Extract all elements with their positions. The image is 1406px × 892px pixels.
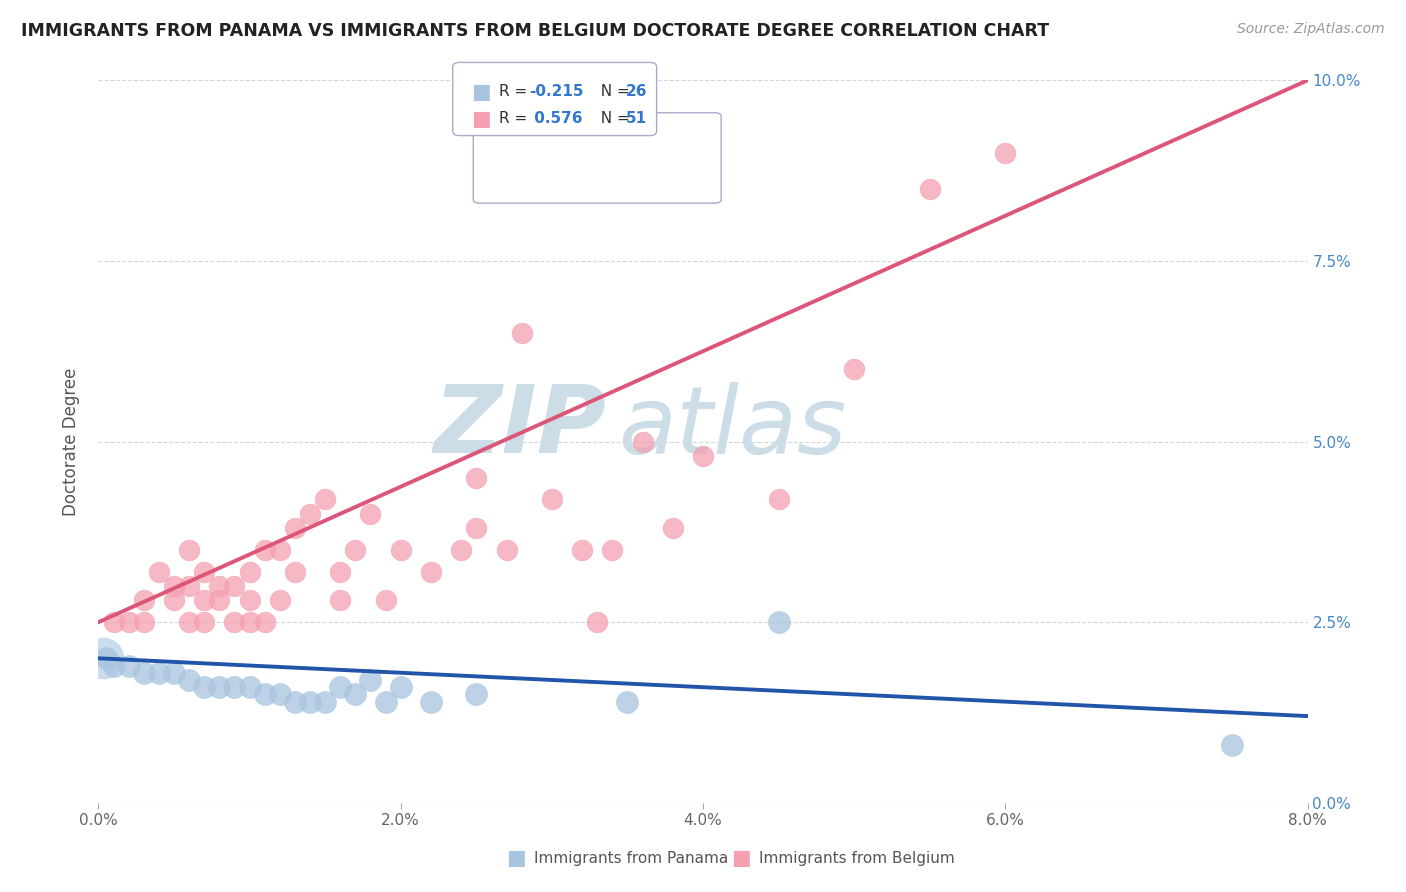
Point: [465, 471, 488, 485]
Point: [179, 673, 201, 687]
Text: 0.576: 0.576: [529, 112, 582, 126]
Point: [253, 615, 276, 630]
Point: [360, 673, 382, 687]
Point: [389, 542, 412, 557]
Point: [163, 665, 186, 680]
Point: [329, 565, 352, 579]
Point: [224, 680, 246, 694]
Point: [360, 507, 382, 521]
Point: [299, 695, 322, 709]
Point: [918, 182, 941, 196]
Point: [163, 593, 186, 607]
Point: [692, 449, 714, 463]
Point: [450, 542, 472, 557]
Point: [269, 687, 291, 701]
Point: [768, 615, 790, 630]
Point: [495, 542, 517, 557]
Point: [132, 593, 155, 607]
Point: [179, 579, 201, 593]
Point: [374, 593, 396, 607]
Point: [193, 680, 215, 694]
Point: [148, 565, 170, 579]
Point: [616, 695, 638, 709]
Point: [571, 542, 593, 557]
Point: [389, 680, 412, 694]
Text: 26: 26: [626, 85, 647, 99]
Point: [118, 615, 141, 630]
Text: ■: ■: [506, 848, 526, 868]
Text: R =: R =: [499, 85, 533, 99]
Point: [239, 680, 262, 694]
Text: Immigrants from Panama: Immigrants from Panama: [534, 851, 728, 865]
Point: [284, 695, 307, 709]
Point: [299, 507, 322, 521]
Point: [314, 492, 336, 507]
Text: ■: ■: [731, 848, 751, 868]
Point: [344, 687, 367, 701]
Point: [118, 658, 141, 673]
Point: [208, 593, 231, 607]
Text: IMMIGRANTS FROM PANAMA VS IMMIGRANTS FROM BELGIUM DOCTORATE DEGREE CORRELATION C: IMMIGRANTS FROM PANAMA VS IMMIGRANTS FRO…: [21, 22, 1049, 40]
Point: [239, 593, 262, 607]
Text: ■: ■: [471, 109, 491, 128]
Point: [193, 565, 215, 579]
Text: 51: 51: [626, 112, 647, 126]
Point: [510, 326, 533, 340]
Text: N =: N =: [591, 112, 634, 126]
Point: [103, 615, 125, 630]
Text: atlas: atlas: [619, 382, 846, 473]
Point: [91, 651, 114, 665]
Point: [103, 658, 125, 673]
Text: -0.215: -0.215: [529, 85, 583, 99]
Point: [239, 615, 262, 630]
Point: [269, 542, 291, 557]
Point: [208, 680, 231, 694]
Point: [329, 680, 352, 694]
Point: [465, 521, 488, 535]
Point: [179, 615, 201, 630]
Point: [193, 615, 215, 630]
Point: [602, 542, 624, 557]
Point: [163, 579, 186, 593]
Point: [314, 695, 336, 709]
Point: [132, 615, 155, 630]
Point: [132, 665, 155, 680]
Point: [994, 145, 1017, 160]
Point: [420, 695, 443, 709]
Point: [208, 579, 231, 593]
Text: ■: ■: [471, 82, 491, 102]
Point: [631, 434, 654, 449]
FancyBboxPatch shape: [474, 112, 721, 203]
Point: [374, 695, 396, 709]
Point: [253, 687, 276, 701]
Point: [1220, 738, 1243, 752]
Point: [661, 521, 683, 535]
Point: [540, 492, 562, 507]
Point: [768, 492, 790, 507]
Point: [344, 542, 367, 557]
Point: [239, 565, 262, 579]
Point: [420, 565, 443, 579]
Text: N =: N =: [591, 85, 634, 99]
Text: ZIP: ZIP: [433, 381, 606, 473]
Point: [284, 565, 307, 579]
Text: R =: R =: [499, 112, 533, 126]
Point: [253, 542, 276, 557]
Point: [586, 615, 609, 630]
Text: Immigrants from Belgium: Immigrants from Belgium: [759, 851, 955, 865]
Point: [148, 665, 170, 680]
Point: [94, 651, 117, 665]
Y-axis label: Doctorate Degree: Doctorate Degree: [62, 368, 80, 516]
Point: [224, 615, 246, 630]
Point: [329, 593, 352, 607]
Point: [844, 362, 866, 376]
Point: [193, 593, 215, 607]
Text: Source: ZipAtlas.com: Source: ZipAtlas.com: [1237, 22, 1385, 37]
Point: [179, 542, 201, 557]
Point: [465, 687, 488, 701]
Point: [269, 593, 291, 607]
Point: [224, 579, 246, 593]
Point: [284, 521, 307, 535]
